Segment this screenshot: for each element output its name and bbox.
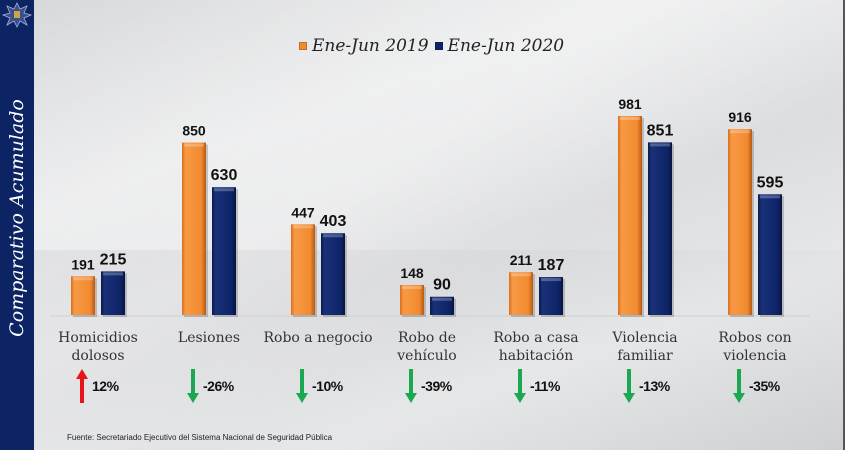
category-label-line: Homicidios bbox=[58, 330, 138, 346]
bar-2019-2 bbox=[291, 224, 315, 315]
change-indicator: -13% bbox=[623, 369, 670, 403]
category-label-line: vehículo bbox=[397, 348, 457, 364]
bar-2019-5 bbox=[618, 116, 642, 315]
value-label: 630 bbox=[211, 167, 238, 184]
arrow-down-icon bbox=[405, 369, 417, 403]
bar-2019-1 bbox=[182, 142, 206, 315]
category-label: Robos con violencia bbox=[700, 329, 810, 365]
arrow-down-icon bbox=[733, 369, 745, 403]
bar-2019-4 bbox=[509, 272, 533, 315]
category-label-line: Violencia bbox=[612, 330, 678, 346]
legend: Ene-Jun 2019 Ene-Jun 2020 bbox=[299, 36, 570, 56]
arrow-down-icon bbox=[187, 369, 199, 403]
sidebar: Comparativo Acumulado bbox=[0, 0, 34, 450]
category-label-line: Robos con bbox=[718, 330, 792, 346]
bar-bevel bbox=[214, 188, 234, 192]
category-label: Homicidios dolosos bbox=[43, 329, 153, 365]
bar-2020-0 bbox=[101, 271, 125, 315]
change-percent: 12% bbox=[92, 378, 119, 394]
value-label: 148 bbox=[400, 265, 424, 281]
bar-bevel bbox=[402, 285, 422, 289]
arrow-down-icon bbox=[514, 369, 526, 403]
bar-2019-0 bbox=[71, 276, 95, 315]
value-label: 211 bbox=[510, 252, 533, 268]
change-indicator: -35% bbox=[733, 369, 780, 403]
legend-swatch-2020 bbox=[434, 42, 443, 50]
value-label: 447 bbox=[291, 204, 315, 220]
bar-bevel bbox=[730, 130, 750, 134]
bar-2019-3 bbox=[400, 284, 424, 315]
value-label: 90 bbox=[433, 277, 451, 294]
category-label-line: Robo a negocio bbox=[263, 330, 373, 346]
bar-2020-6 bbox=[758, 194, 782, 315]
value-label: 850 bbox=[182, 123, 206, 139]
value-label: 851 bbox=[647, 122, 674, 139]
bar-bevel bbox=[103, 272, 123, 276]
change-indicator: -26% bbox=[187, 369, 234, 403]
bar-bevel bbox=[511, 273, 531, 277]
value-label: 595 bbox=[757, 174, 784, 191]
bar-2020-3 bbox=[430, 296, 454, 315]
bar-bevel bbox=[620, 117, 640, 120]
change-indicator: 12% bbox=[76, 369, 119, 403]
source-note: Fuente: Secretariado Ejecutivo del Siste… bbox=[67, 433, 333, 442]
category-label-line: Robo de bbox=[397, 330, 457, 346]
change-indicator: -10% bbox=[296, 369, 343, 403]
category-label: Lesiones bbox=[154, 329, 264, 347]
category-label: Robo de vehículo bbox=[372, 329, 482, 365]
value-label: 187 bbox=[538, 257, 565, 274]
category-label-line: dolosos bbox=[71, 348, 125, 364]
bar-bevel bbox=[293, 225, 313, 229]
change-percent: -26% bbox=[203, 378, 234, 394]
right-border bbox=[843, 0, 845, 450]
bar-2020-4 bbox=[539, 277, 563, 315]
category-label: Robo a negocio bbox=[263, 329, 373, 347]
change-percent: -39% bbox=[421, 378, 452, 394]
arrow-down-icon bbox=[296, 369, 308, 403]
category-label: Robo a casa habitación bbox=[481, 329, 591, 365]
bar-bevel bbox=[650, 143, 670, 147]
change-indicator: -11% bbox=[514, 369, 560, 403]
bar-bevel bbox=[323, 234, 343, 238]
value-label: 981 bbox=[618, 96, 642, 112]
arrow-down-icon bbox=[623, 369, 635, 403]
police-star-badge-icon bbox=[2, 2, 32, 28]
change-percent: -10% bbox=[312, 378, 343, 394]
change-percent: -13% bbox=[639, 378, 670, 394]
legend-item-2019: Ene-Jun 2019 bbox=[299, 36, 429, 56]
bar-bevel bbox=[432, 297, 452, 301]
legend-item-2020: Ene-Jun 2020 bbox=[434, 36, 565, 56]
category-label-line: habitación bbox=[498, 348, 574, 364]
legend-swatch-2019 bbox=[299, 42, 307, 50]
bar-bevel bbox=[760, 195, 780, 199]
legend-label-2020: Ene-Jun 2020 bbox=[447, 36, 565, 56]
change-indicator: -39% bbox=[405, 369, 452, 403]
value-label: 215 bbox=[100, 251, 127, 268]
category-label-line: Lesiones bbox=[177, 330, 241, 346]
bar-bevel bbox=[73, 277, 93, 281]
bar-2019-6 bbox=[728, 129, 752, 315]
bar-2020-5 bbox=[648, 142, 672, 315]
category-label-line: violencia bbox=[723, 348, 787, 364]
value-label: 916 bbox=[728, 109, 752, 125]
category-label-line: familiar bbox=[617, 348, 673, 364]
bar-bevel bbox=[184, 143, 204, 147]
change-percent: -11% bbox=[530, 378, 560, 394]
legend-label-2019: Ene-Jun 2019 bbox=[312, 36, 429, 56]
bar-2020-2 bbox=[321, 233, 345, 315]
bar-bevel bbox=[541, 278, 561, 282]
arrow-up-icon bbox=[76, 369, 88, 403]
category-label-line: Robo a casa bbox=[493, 330, 579, 346]
value-label: 403 bbox=[320, 213, 347, 230]
value-label: 191 bbox=[71, 256, 95, 272]
change-percent: -35% bbox=[749, 378, 780, 394]
bar-2020-1 bbox=[212, 187, 236, 315]
category-label: Violencia familiar bbox=[590, 329, 700, 365]
